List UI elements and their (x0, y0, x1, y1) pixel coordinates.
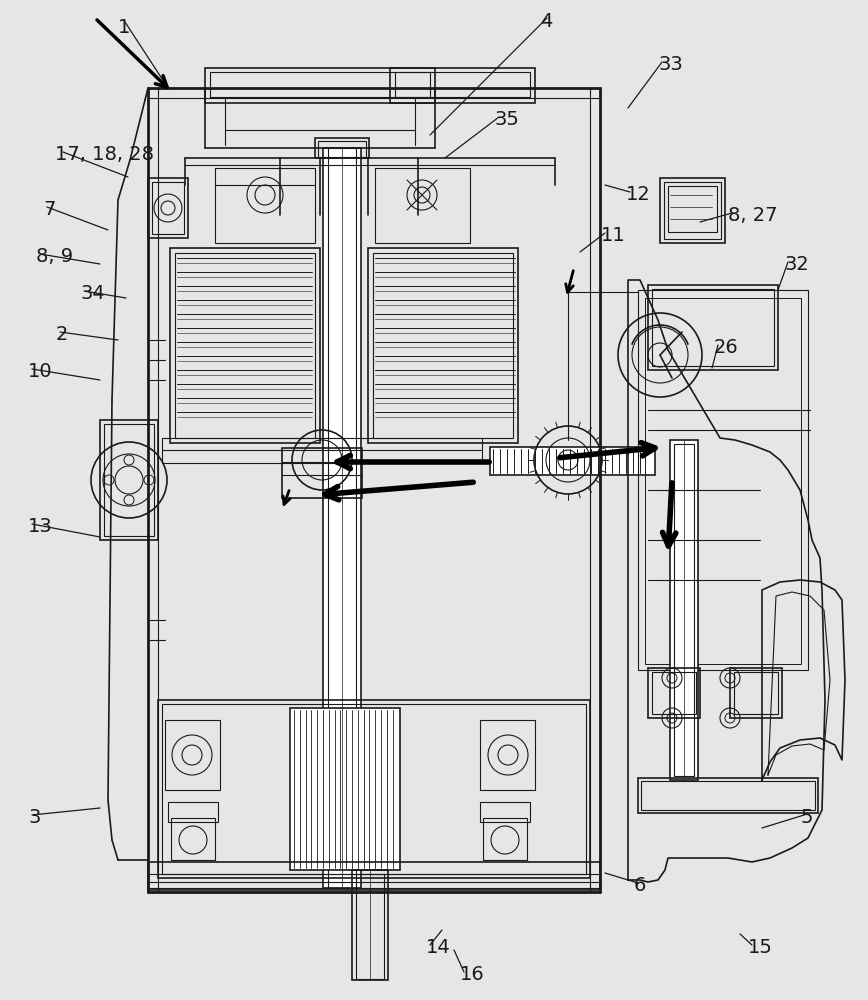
Bar (490, 447, 655, 475)
Bar (148, 874, 600, 888)
Bar (148, 862, 600, 890)
Bar (315, 138, 369, 158)
Bar (323, 148, 361, 888)
Text: 17, 18, 28: 17, 18, 28 (55, 145, 154, 164)
Bar (162, 438, 482, 463)
Bar (664, 182, 721, 239)
Bar (165, 720, 220, 790)
Bar (162, 704, 586, 874)
Bar (328, 148, 356, 888)
Text: 12: 12 (626, 185, 651, 204)
Text: 8, 27: 8, 27 (728, 206, 778, 225)
Bar (158, 700, 590, 878)
Bar (352, 870, 388, 980)
Bar (210, 72, 430, 97)
Text: 3: 3 (28, 808, 41, 827)
Bar (730, 668, 782, 718)
Bar (282, 448, 362, 498)
Text: 11: 11 (601, 226, 626, 245)
Bar (215, 168, 315, 243)
Bar (480, 802, 530, 822)
Text: 1: 1 (118, 18, 130, 37)
Text: 5: 5 (800, 808, 812, 827)
Text: 14: 14 (426, 938, 450, 957)
Text: 7: 7 (43, 200, 56, 219)
Text: 8, 9: 8, 9 (36, 247, 73, 266)
Text: 13: 13 (28, 517, 53, 536)
Bar (674, 444, 694, 776)
Bar (670, 440, 698, 780)
Bar (480, 720, 535, 790)
Bar (648, 668, 700, 718)
Text: 4: 4 (540, 12, 552, 31)
Bar (660, 178, 725, 243)
Bar (171, 818, 215, 860)
Bar (290, 708, 400, 870)
Bar (648, 285, 778, 370)
Bar (652, 672, 696, 714)
Bar (734, 672, 778, 714)
Text: 16: 16 (460, 965, 484, 984)
Bar (170, 248, 320, 443)
Bar (356, 874, 384, 979)
Bar (390, 68, 535, 103)
Bar (152, 182, 184, 234)
Bar (638, 290, 808, 670)
Text: 6: 6 (634, 876, 647, 895)
Text: 10: 10 (28, 362, 53, 381)
Bar (638, 778, 818, 813)
Bar (373, 253, 513, 438)
Bar (652, 289, 774, 366)
Bar (483, 818, 527, 860)
Bar (205, 68, 435, 103)
Text: 26: 26 (714, 338, 739, 357)
Bar (175, 253, 315, 438)
Text: 2: 2 (56, 325, 69, 344)
Bar (645, 298, 801, 664)
Text: 34: 34 (80, 284, 105, 303)
Text: 33: 33 (658, 55, 683, 74)
Bar (100, 420, 158, 540)
Bar (104, 424, 154, 536)
Bar (168, 802, 218, 822)
Bar (368, 248, 518, 443)
Bar (148, 178, 188, 238)
Text: 32: 32 (784, 255, 809, 274)
Bar (668, 186, 717, 232)
Bar (641, 781, 815, 810)
Bar (375, 168, 470, 243)
Text: 35: 35 (495, 110, 520, 129)
Bar (318, 141, 366, 157)
Text: 15: 15 (748, 938, 773, 957)
Bar (395, 72, 530, 97)
